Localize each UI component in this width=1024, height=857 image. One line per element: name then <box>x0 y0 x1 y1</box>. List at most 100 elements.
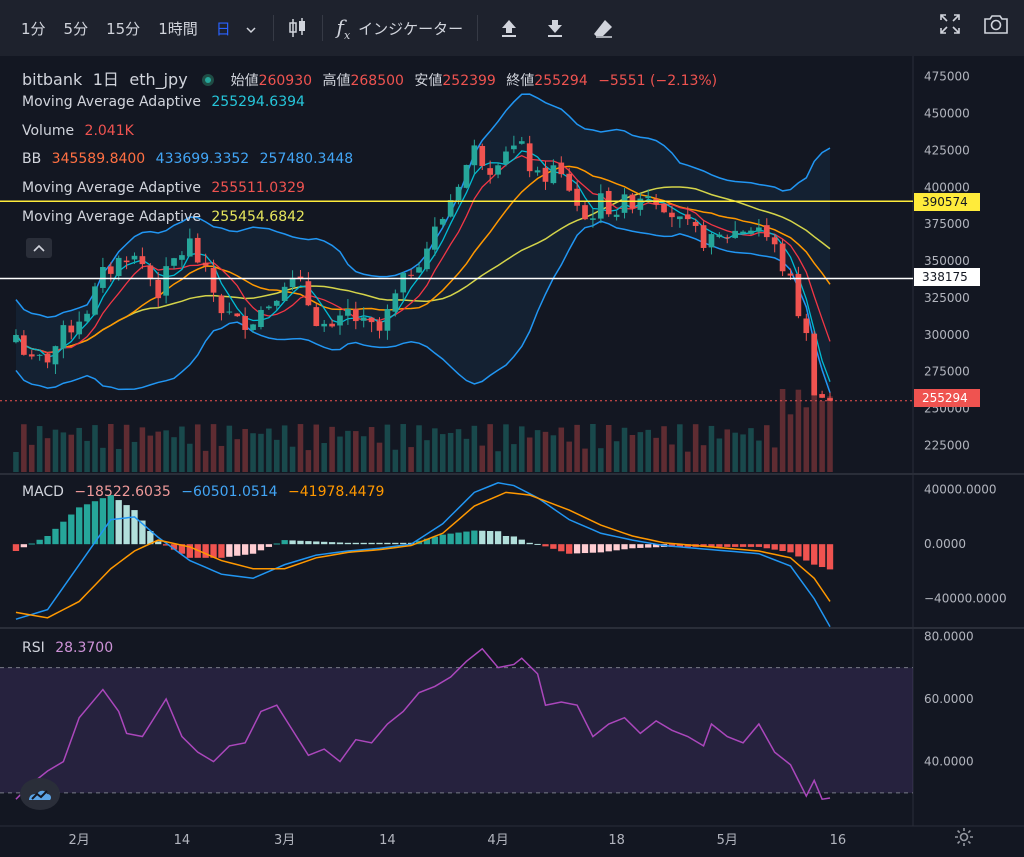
toolbar-divider <box>477 15 479 41</box>
macd-histogram-bar <box>558 544 565 552</box>
low-value: 252399 <box>442 73 496 89</box>
candle-style-icon[interactable] <box>282 17 314 39</box>
macd-histogram-bar <box>352 542 359 545</box>
macd-histogram-bar <box>305 541 312 545</box>
chart-area[interactable]: 475000 450000 425000 400000 375000 350000 3250… <box>0 56 1024 857</box>
timeframe-1m[interactable]: 1分 <box>21 19 46 38</box>
volume-bar <box>147 435 154 472</box>
macd-histogram-bar <box>455 532 462 545</box>
candle-body <box>431 226 438 250</box>
volume-bar <box>819 400 825 472</box>
candle-body <box>779 243 786 272</box>
candle-body <box>60 325 67 349</box>
macd-histogram-bar <box>518 539 525 545</box>
volume-bar <box>289 446 296 472</box>
macd-tick-label: −40000.0000 <box>924 592 1007 606</box>
macd-histogram-bar <box>392 542 399 545</box>
macd-legend[interactable]: MACD −18522.6035 −60501.0514 −41978.4479 <box>22 484 390 500</box>
download-icon[interactable] <box>532 18 578 38</box>
candle-body <box>613 214 620 217</box>
macd-histogram-bar <box>162 544 170 546</box>
candle-body <box>463 164 470 188</box>
price-tick-label: 275000 <box>924 365 970 379</box>
volume-bar <box>139 427 146 472</box>
candle-body <box>84 313 90 322</box>
eraser-icon[interactable] <box>578 18 628 38</box>
chart-canvas[interactable]: 475000 450000 425000 400000 375000 350000 3250… <box>0 56 1024 857</box>
rsi-tick-label: 60.0000 <box>924 692 974 706</box>
rsi-tick-label: 40.0000 <box>924 755 974 769</box>
macd-histogram-bar <box>652 544 660 548</box>
candle-body <box>210 267 217 293</box>
high-value: 268500 <box>350 73 404 89</box>
volume-bar <box>360 436 367 472</box>
macd-histogram-bar <box>779 544 786 551</box>
candle-body <box>368 317 375 323</box>
macd-histogram-bar <box>826 544 834 570</box>
price-tick-label: 450000 <box>924 107 970 121</box>
candle-body <box>684 214 691 220</box>
fullscreen-icon[interactable] <box>938 12 962 40</box>
timeframe-1h[interactable]: 1時間 <box>158 19 198 38</box>
indicator-legend-bb[interactable]: BB 345589.8400 433699.3352 257480.3448 <box>22 151 359 167</box>
indicator-legend-ma3[interactable]: Moving Average Adaptive 255454.6842 <box>22 209 311 225</box>
camera-icon[interactable] <box>982 12 1010 40</box>
upload-icon[interactable] <box>486 18 532 38</box>
macd-histogram-bar <box>423 538 431 545</box>
volume-bar <box>266 428 272 472</box>
macd-histogram-bar <box>257 544 265 551</box>
interval-dropdown[interactable]: 日 <box>207 18 265 39</box>
macd-histogram-bar <box>621 544 628 550</box>
candle-body <box>218 295 225 314</box>
bollinger-band-fill <box>15 94 831 393</box>
indicator-legend-ma2[interactable]: Moving Average Adaptive 255511.0329 <box>22 180 311 196</box>
macd-histogram-bar <box>376 542 383 545</box>
volume-bar <box>779 389 786 472</box>
bb-lower-line <box>15 220 831 393</box>
tradingview-logo-icon[interactable] <box>20 778 60 810</box>
macd-histogram-bar <box>803 544 810 561</box>
collapse-legend-button[interactable] <box>26 238 52 258</box>
indicator-legend-ma1[interactable]: Moving Average Adaptive 255294.6394 <box>22 94 311 110</box>
rsi-value: 28.3700 <box>55 640 114 656</box>
volume-bar <box>787 414 794 472</box>
candle-body <box>360 317 367 321</box>
toolbar-right <box>938 12 1010 40</box>
candle-body <box>763 225 770 238</box>
volume-bar <box>424 440 430 472</box>
indicator-legend-volume[interactable]: Volume 2.041K <box>22 123 140 139</box>
macd-histogram-bar <box>502 536 510 545</box>
indicator-name: Moving Average Adaptive <box>22 180 201 196</box>
candle-body <box>511 145 517 150</box>
volume-bar <box>250 433 256 472</box>
macd-histogram-bar <box>739 544 747 547</box>
settings-gear-icon[interactable] <box>953 826 975 852</box>
candle-body <box>439 218 446 225</box>
volume-bar <box>400 424 406 472</box>
candle-body <box>131 255 138 260</box>
indicators-button[interactable]: fx インジケーター <box>331 15 470 42</box>
candle-body <box>471 145 478 166</box>
volume-bar <box>582 448 588 472</box>
volume-bar <box>171 437 177 472</box>
timeframe-15m[interactable]: 15分 <box>106 19 141 38</box>
candle-body <box>732 230 739 238</box>
volume-bar <box>60 432 67 472</box>
macd-histogram-bar <box>210 544 217 558</box>
macd-histogram-bar <box>747 544 755 547</box>
rsi-legend[interactable]: RSI 28.3700 <box>22 640 119 656</box>
macd-histogram-bar <box>787 544 794 553</box>
indicator-name: MACD <box>22 484 64 500</box>
macd-histogram-bar <box>613 544 620 551</box>
volume-bar <box>155 431 161 472</box>
macd-histogram-bar <box>265 544 273 547</box>
indicator-name: Moving Average Adaptive <box>22 94 201 110</box>
volume-bar <box>471 425 478 472</box>
candle-body <box>740 231 746 234</box>
volume-bar <box>621 427 628 472</box>
macd-histogram-bar <box>732 544 739 547</box>
timeframe-5m[interactable]: 5分 <box>63 19 89 38</box>
indicator-name: BB <box>22 151 42 167</box>
volume-bar <box>511 444 517 472</box>
macd-histogram-bar <box>431 536 438 545</box>
